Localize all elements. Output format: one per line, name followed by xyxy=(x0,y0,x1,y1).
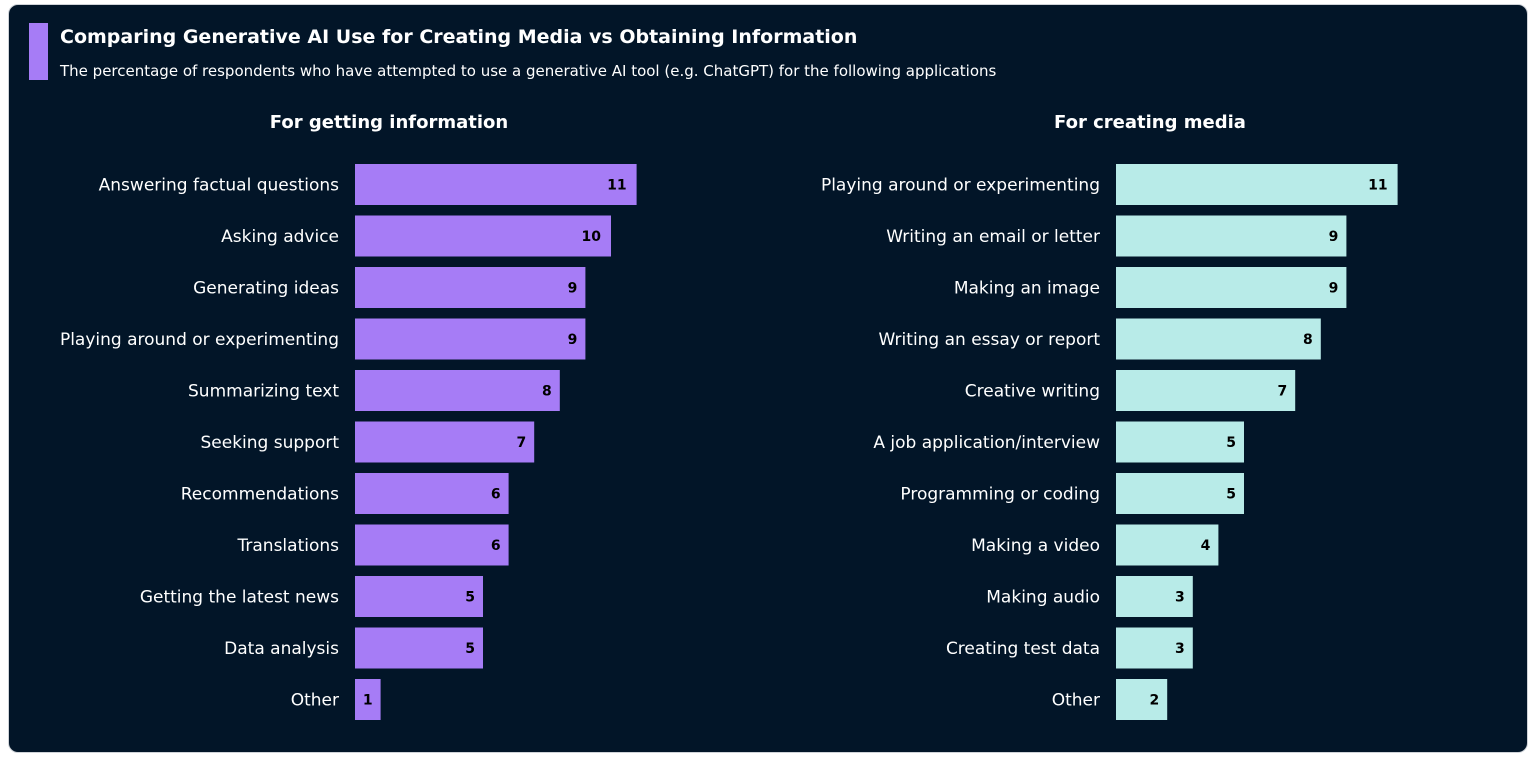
category-label: Making a video xyxy=(971,536,1100,556)
bar xyxy=(1116,215,1347,257)
category-label: A job application/interview xyxy=(873,433,1100,453)
bar xyxy=(1116,318,1321,360)
data-label: 9 xyxy=(1329,229,1339,245)
data-label: 9 xyxy=(568,332,578,348)
bar xyxy=(355,215,611,257)
data-label: 11 xyxy=(1368,178,1387,194)
data-label: 8 xyxy=(1303,332,1313,348)
category-label: Answering factual questions xyxy=(99,176,339,196)
panel-title: For getting information xyxy=(270,112,508,133)
bar xyxy=(355,421,535,463)
category-label: Programming or coding xyxy=(900,485,1100,505)
bar xyxy=(355,318,586,360)
data-label: 7 xyxy=(1277,384,1287,400)
data-label: 5 xyxy=(1226,487,1236,503)
data-label: 3 xyxy=(1175,641,1185,657)
category-label: Other xyxy=(291,691,339,711)
category-label: Data analysis xyxy=(224,639,339,659)
bar xyxy=(1116,627,1193,669)
data-label: 9 xyxy=(1329,281,1339,297)
bar xyxy=(1116,370,1296,411)
data-label: 7 xyxy=(516,435,526,451)
category-label: Summarizing text xyxy=(188,382,339,402)
category-label: Writing an essay or report xyxy=(879,330,1101,350)
category-label: Making an image xyxy=(954,279,1100,299)
bar xyxy=(1116,679,1168,720)
category-label: Generating ideas xyxy=(193,279,339,299)
category-label: Playing around or experimenting xyxy=(60,330,339,350)
bar xyxy=(1116,164,1398,205)
category-label: Playing around or experimenting xyxy=(821,176,1100,196)
category-label: Other xyxy=(1052,691,1100,711)
data-label: 5 xyxy=(465,641,475,657)
category-label: Asking advice xyxy=(221,227,339,247)
category-label: Creative writing xyxy=(965,382,1100,402)
bar xyxy=(355,524,509,566)
chart-subtitle: The percentage of respondents who have a… xyxy=(60,62,997,80)
bar xyxy=(1116,473,1244,514)
bar xyxy=(1116,267,1347,308)
data-label: 1 xyxy=(363,693,373,709)
category-label: Seeking support xyxy=(200,433,339,453)
data-label: 11 xyxy=(607,178,626,194)
bar xyxy=(1116,576,1193,617)
data-label: 3 xyxy=(1175,590,1185,606)
category-label: Getting the latest news xyxy=(140,588,339,608)
bar xyxy=(355,164,637,205)
data-label: 4 xyxy=(1201,538,1211,554)
chart-title: Comparing Generative AI Use for Creating… xyxy=(60,26,858,48)
data-label: 5 xyxy=(1226,435,1236,451)
data-label: 10 xyxy=(582,229,602,245)
category-label: Recommendations xyxy=(181,485,339,505)
bar xyxy=(355,370,560,411)
bar xyxy=(355,576,483,617)
data-label: 5 xyxy=(465,590,475,606)
bar xyxy=(355,473,509,514)
bar xyxy=(355,627,483,669)
category-label: Writing an email or letter xyxy=(886,227,1100,247)
panel-title: For creating media xyxy=(1054,112,1246,133)
data-label: 9 xyxy=(568,281,578,297)
bar xyxy=(355,679,381,720)
category-label: Making audio xyxy=(986,588,1100,608)
data-label: 8 xyxy=(542,384,552,400)
data-label: 2 xyxy=(1149,693,1159,709)
bar xyxy=(1116,524,1219,566)
title-accent-bar xyxy=(29,23,48,80)
category-label: Creating test data xyxy=(946,639,1100,659)
category-label: Translations xyxy=(237,536,340,556)
data-label: 6 xyxy=(491,487,501,503)
bar xyxy=(355,267,586,308)
data-label: 6 xyxy=(491,538,501,554)
bar xyxy=(1116,421,1244,463)
